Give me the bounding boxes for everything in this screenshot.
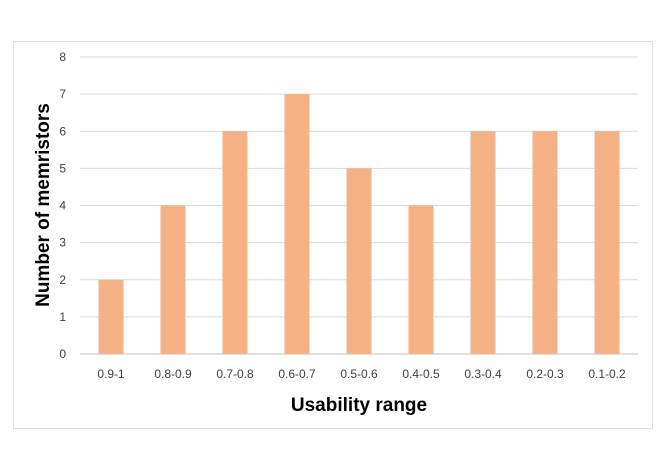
bar-0.2-0.3 xyxy=(532,131,558,354)
x-axis-title: Usability range xyxy=(291,395,427,416)
bar-0.7-0.8 xyxy=(222,131,248,354)
y-axis-title: Number of memristors xyxy=(33,103,54,307)
y-tick-label: 7 xyxy=(59,87,66,101)
bar-0.8-0.9 xyxy=(160,205,186,354)
x-tick-label: 0.1-0.2 xyxy=(588,367,626,381)
bar-0.6-0.7 xyxy=(284,94,310,354)
bar-0.4-0.5 xyxy=(408,205,434,354)
y-tick-label: 0 xyxy=(59,347,66,361)
x-tick-label: 0.7-0.8 xyxy=(216,367,254,381)
x-tick-label: 0.9-1 xyxy=(97,367,125,381)
y-tick-label: 2 xyxy=(59,273,66,287)
x-tick-label: 0.2-0.3 xyxy=(526,367,564,381)
bar-0.5-0.6 xyxy=(346,168,372,354)
x-tick-label: 0.6-0.7 xyxy=(278,367,316,381)
x-tick-label: 0.3-0.4 xyxy=(464,367,502,381)
x-tick-label: 0.8-0.9 xyxy=(154,367,192,381)
y-tick-label: 6 xyxy=(59,124,66,138)
y-tick-label: 8 xyxy=(59,50,66,64)
x-tick-labels: 0.9-1 0.8-0.9 0.7-0.8 0.6-0.7 0.5-0.6 0.4-0.5… xyxy=(97,367,626,381)
y-tick-label: 4 xyxy=(59,199,66,213)
y-tick-label: 1 xyxy=(59,310,66,324)
x-tick-label: 0.4-0.5 xyxy=(402,367,440,381)
bar-0.3-0.4 xyxy=(470,131,496,354)
y-tick-label: 5 xyxy=(59,161,66,175)
x-tick-label: 0.5-0.6 xyxy=(340,367,378,381)
y-tick-label: 3 xyxy=(59,236,66,250)
y-tick-labels: 0 1 2 3 4 5 6 7 8 xyxy=(59,50,66,361)
bar-0.1-0.2 xyxy=(594,131,620,354)
bar-0.9-1 xyxy=(98,279,124,354)
bars xyxy=(98,94,620,354)
